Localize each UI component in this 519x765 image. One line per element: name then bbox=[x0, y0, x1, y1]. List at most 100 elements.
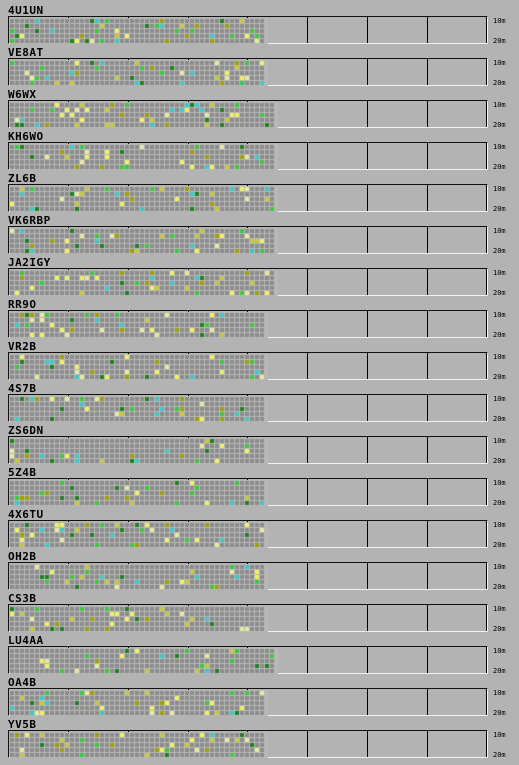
band-label-top: 10m bbox=[493, 101, 506, 109]
time-segment bbox=[308, 605, 368, 631]
station-row: ZS6DN 10m 20m bbox=[0, 424, 519, 466]
time-segment bbox=[427, 479, 487, 505]
time-segment bbox=[248, 101, 308, 127]
band-label-top: 10m bbox=[493, 269, 506, 277]
band-activity-strip bbox=[8, 562, 488, 590]
time-segment bbox=[248, 479, 308, 505]
time-segment bbox=[427, 395, 487, 421]
time-segment bbox=[248, 731, 308, 757]
station-row: CS3B 10m 20m bbox=[0, 592, 519, 634]
time-segment bbox=[368, 479, 428, 505]
time-segment bbox=[248, 353, 308, 379]
time-segment bbox=[248, 269, 308, 295]
band-activity-strip bbox=[8, 646, 488, 674]
time-segment bbox=[427, 731, 487, 757]
time-segment bbox=[368, 101, 428, 127]
time-segment bbox=[308, 731, 368, 757]
station-callsign: LU4AA bbox=[8, 634, 44, 647]
band-activity-strip bbox=[8, 100, 488, 128]
band-label-top: 10m bbox=[493, 731, 506, 739]
band-label-bottom: 20m bbox=[493, 205, 506, 213]
band-label-bottom: 20m bbox=[493, 247, 506, 255]
activity-cells bbox=[10, 438, 268, 464]
time-segment bbox=[248, 437, 308, 463]
band-label-bottom: 20m bbox=[493, 37, 506, 45]
band-label-bottom: 20m bbox=[493, 709, 506, 717]
station-row: 4U1UN 10m 20m bbox=[0, 4, 519, 46]
station-callsign: CS3B bbox=[8, 592, 37, 605]
time-segment bbox=[308, 143, 368, 169]
activity-cells bbox=[10, 522, 268, 548]
time-segment bbox=[248, 647, 308, 673]
station-callsign: W6WX bbox=[8, 88, 37, 101]
band-activity-strip bbox=[8, 604, 488, 632]
band-activity-strip bbox=[8, 268, 488, 296]
band-activity-strip bbox=[8, 16, 488, 44]
station-callsign: VK6RBP bbox=[8, 214, 51, 227]
station-row: KH6WO 10m 20m bbox=[0, 130, 519, 172]
time-segment bbox=[368, 437, 428, 463]
band-label-bottom: 20m bbox=[493, 457, 506, 465]
time-segment bbox=[427, 227, 487, 253]
station-callsign: OH2B bbox=[8, 550, 37, 563]
station-row: RR9O 10m 20m bbox=[0, 298, 519, 340]
time-segment bbox=[308, 59, 368, 85]
time-segment bbox=[368, 185, 428, 211]
station-callsign: KH6WO bbox=[8, 130, 44, 143]
band-label-top: 10m bbox=[493, 59, 506, 67]
station-callsign: VR2B bbox=[8, 340, 37, 353]
time-segment bbox=[368, 395, 428, 421]
station-callsign: 4S7B bbox=[8, 382, 37, 395]
band-label-bottom: 20m bbox=[493, 79, 506, 87]
station-callsign: RR9O bbox=[8, 298, 37, 311]
station-row: W6WX 10m 20m bbox=[0, 88, 519, 130]
time-segment bbox=[427, 185, 487, 211]
time-segment bbox=[308, 227, 368, 253]
time-segment bbox=[427, 521, 487, 547]
time-segment bbox=[308, 395, 368, 421]
station-row: VK6RBP 10m 20m bbox=[0, 214, 519, 256]
time-segment bbox=[368, 689, 428, 715]
time-segment bbox=[248, 563, 308, 589]
time-segment bbox=[427, 269, 487, 295]
time-segment bbox=[427, 353, 487, 379]
band-label-top: 10m bbox=[493, 521, 506, 529]
station-callsign: 4X6TU bbox=[8, 508, 44, 521]
band-label-top: 10m bbox=[493, 563, 506, 571]
time-segment bbox=[248, 605, 308, 631]
time-segment bbox=[248, 395, 308, 421]
band-label-bottom: 20m bbox=[493, 415, 506, 423]
band-label-bottom: 20m bbox=[493, 499, 506, 507]
band-label-top: 10m bbox=[493, 311, 506, 319]
time-segment bbox=[308, 353, 368, 379]
time-segment bbox=[308, 311, 368, 337]
time-segment bbox=[427, 311, 487, 337]
time-segment bbox=[308, 185, 368, 211]
time-segment bbox=[308, 689, 368, 715]
station-row: YV5B 10m 20m bbox=[0, 718, 519, 760]
band-label-top: 10m bbox=[493, 185, 506, 193]
station-callsign: VE8AT bbox=[8, 46, 44, 59]
band-activity-strip bbox=[8, 436, 488, 464]
time-segment bbox=[368, 521, 428, 547]
activity-cells bbox=[10, 480, 268, 506]
time-segment bbox=[368, 269, 428, 295]
activity-cells bbox=[10, 690, 268, 716]
time-segment bbox=[248, 143, 308, 169]
activity-cells bbox=[10, 228, 278, 254]
time-segment bbox=[308, 521, 368, 547]
time-segment bbox=[427, 437, 487, 463]
time-segment bbox=[427, 101, 487, 127]
time-segment bbox=[308, 437, 368, 463]
station-callsign: YV5B bbox=[8, 718, 37, 731]
time-segment bbox=[308, 17, 368, 43]
band-label-top: 10m bbox=[493, 227, 506, 235]
station-callsign: 4U1UN bbox=[8, 4, 44, 17]
band-activity-strip bbox=[8, 394, 488, 422]
station-callsign: 5Z4B bbox=[8, 466, 37, 479]
time-segment bbox=[368, 731, 428, 757]
time-segment bbox=[427, 689, 487, 715]
station-row: VR2B 10m 20m bbox=[0, 340, 519, 382]
station-callsign: ZS6DN bbox=[8, 424, 44, 437]
band-label-bottom: 20m bbox=[493, 625, 506, 633]
